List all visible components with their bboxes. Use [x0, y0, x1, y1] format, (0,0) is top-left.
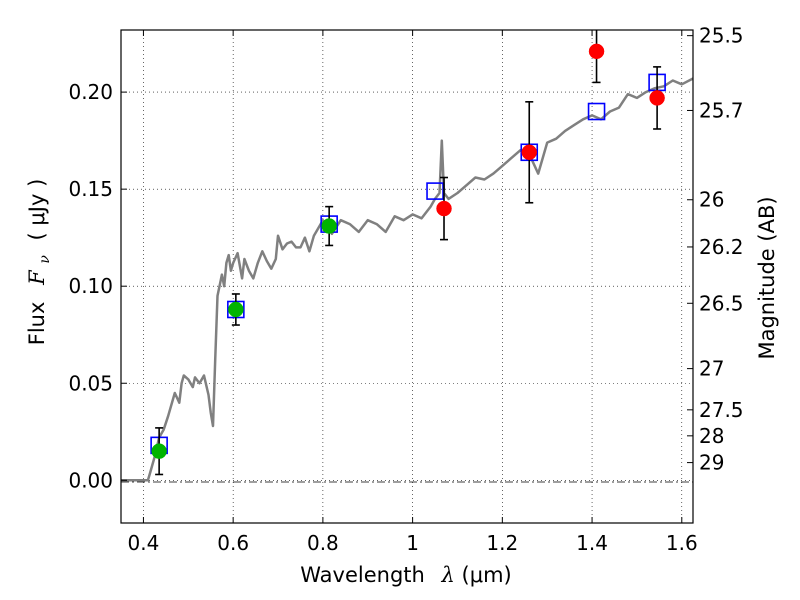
- mag-tick-label-3: 26.2: [699, 235, 744, 259]
- x-axis-label: Wavelength λ (μm): [300, 563, 511, 587]
- y-tick-label-4: 0.20: [68, 80, 113, 104]
- mag-tick-label-0: 25.5: [699, 24, 744, 48]
- y-axis-subscript: ν: [37, 255, 53, 264]
- y2-axis-label: Magnitude (AB): [755, 196, 779, 359]
- nir_observed-point-1: [521, 144, 538, 161]
- mag-tick-label-8: 29: [699, 451, 724, 475]
- y-tick-label-3: 0.15: [68, 177, 113, 201]
- model_photometry-square-3: [426, 182, 444, 200]
- x-axis-symbol: λ: [441, 563, 455, 587]
- y-tick-label-1: 0.05: [68, 371, 113, 395]
- x-axis-unit: (μm): [462, 563, 512, 587]
- x-tick-label-6: 1.6: [666, 531, 698, 555]
- optical_observed-point-2: [321, 218, 337, 234]
- grid: [121, 30, 693, 523]
- mag-tick-label-1: 25.7: [699, 98, 744, 122]
- x-tick-label-4: 1.2: [486, 531, 518, 555]
- y-axis-label: Flux F ν ( μJy ): [25, 179, 54, 346]
- nir_observed-point-2: [588, 43, 605, 60]
- y-tick-label-0: 0.00: [68, 468, 113, 492]
- mag-tick-label-4: 26.5: [699, 291, 744, 315]
- x-tick-label-5: 1.4: [576, 531, 608, 555]
- mag-tick-label-2: 26: [699, 188, 724, 212]
- model_spectrum-line: [121, 77, 694, 482]
- mag-tick-label-7: 28: [699, 424, 724, 448]
- x-tick-label-3: 1: [406, 531, 419, 555]
- ticks: 0.4 0.6 0.8 1 1.2 1.4 1.6 0.00 0.05 0.10 0.15 0.20 2…: [68, 24, 743, 555]
- plot-frame: [120, 29, 694, 524]
- model_photometry-square-5: [587, 102, 606, 121]
- mag-tick-label-5: 27: [699, 357, 724, 381]
- optical_observed-point-1: [228, 301, 244, 318]
- series: [121, 30, 694, 482]
- x-tick-label-2: 0.8: [307, 531, 339, 555]
- optical_observed-point-0: [151, 443, 167, 459]
- y-axis-unit: ( μJy ): [25, 179, 49, 241]
- x-tick-label-1: 0.6: [217, 531, 249, 555]
- x-axis-label-prefix: Wavelength: [300, 563, 425, 587]
- y-tick-label-2: 0.10: [68, 274, 113, 298]
- y-axis-symbol: F: [25, 269, 49, 286]
- nir_observed-point-0: [436, 200, 452, 217]
- x-tick-label-0: 0.4: [128, 531, 160, 555]
- nir_observed-point-3: [649, 90, 665, 106]
- mag-tick-label-6: 27.5: [699, 398, 744, 422]
- y-axis-label-prefix: Flux: [25, 302, 49, 346]
